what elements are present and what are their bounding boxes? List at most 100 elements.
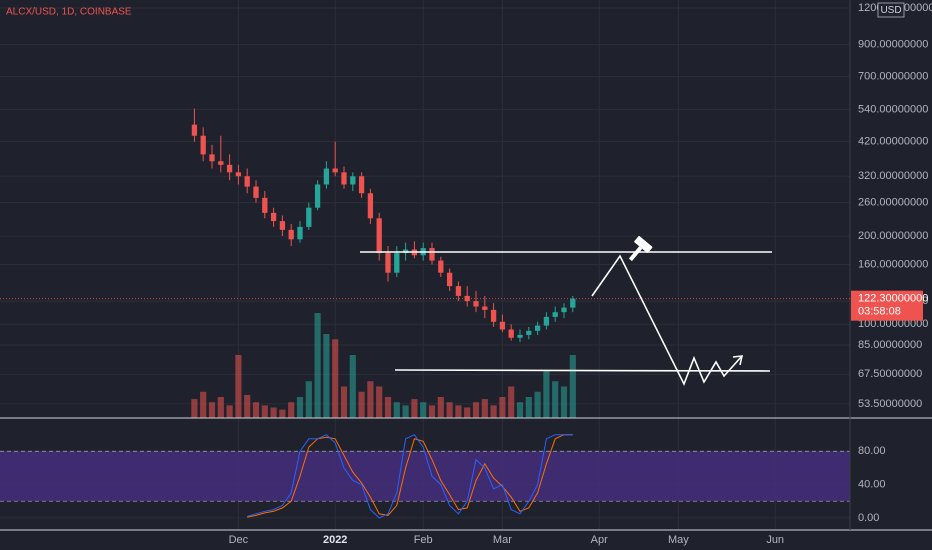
volume-bar: [191, 399, 198, 418]
volume-bar: [208, 402, 216, 418]
y-tick-label: 67.50000000: [858, 368, 922, 380]
volume-bar: [525, 397, 532, 418]
candle-body: [350, 176, 356, 185]
last-price-box: [851, 290, 923, 321]
candle-body: [517, 334, 523, 338]
volume-bar: [252, 402, 260, 418]
candle-body: [367, 193, 374, 219]
volume-bar: [428, 405, 436, 418]
volume-layer: [191, 313, 576, 418]
volume-bar: [217, 397, 224, 418]
volume-bar: [552, 381, 559, 418]
candle-body: [385, 253, 391, 273]
indicator-line-d: [247, 434, 573, 518]
candle-body: [191, 124, 198, 136]
volume-bar: [200, 391, 207, 418]
x-tick-label: Jun: [766, 534, 784, 546]
candle-body: [323, 168, 330, 185]
candle-body: [209, 154, 215, 162]
axis-layer: 1200.00000000900.00000000700.00000000540…: [229, 2, 932, 546]
y-tick-label: 320.00000000: [858, 170, 928, 182]
volume-bar: [235, 355, 242, 418]
candle-body: [552, 312, 558, 317]
candle-body: [376, 218, 382, 254]
candle-body: [446, 272, 453, 287]
volume-bar: [384, 397, 392, 418]
x-tick-label: Feb: [414, 534, 433, 546]
countdown-label: 03:58:08: [858, 306, 901, 318]
candle-body: [473, 301, 479, 307]
projection-path: [591, 254, 743, 386]
x-tick-label: Dec: [229, 534, 249, 546]
volume-bar: [481, 399, 488, 418]
volume-bar: [323, 334, 330, 418]
candle-body: [270, 212, 277, 222]
volume-bar: [560, 386, 568, 418]
y-tick-label: 160.00000000: [858, 258, 928, 270]
volume-bar: [270, 407, 277, 418]
x-tick-label: Mar: [493, 534, 512, 546]
volume-bar: [349, 355, 356, 418]
gavel-handle: [628, 246, 643, 262]
drawings: [360, 251, 772, 386]
volume-bar: [516, 402, 524, 418]
volume-bar: [490, 405, 497, 418]
y-tick-label: 100.00000000: [858, 318, 928, 330]
candle-body: [358, 176, 365, 194]
volume-bar: [464, 407, 471, 418]
y-tick-label: 900.00000000: [858, 39, 928, 51]
volume-bar: [376, 386, 383, 418]
volume-bar: [332, 339, 339, 418]
volume-bar: [402, 405, 409, 418]
volume-bar: [305, 381, 312, 418]
candle-body: [482, 306, 488, 310]
candle-body: [561, 307, 567, 313]
candle-body: [262, 197, 268, 213]
volume-bar: [358, 391, 365, 418]
volume-bar: [420, 402, 427, 418]
volume-bar: [288, 402, 295, 418]
candle-body: [288, 229, 294, 240]
candle-body: [570, 298, 576, 308]
y-tick-label: 700.00000000: [858, 71, 928, 83]
volume-bar: [393, 402, 400, 418]
y-tick-label: 420.00000000: [858, 136, 928, 148]
volume-bar: [446, 402, 453, 418]
candle-body: [218, 161, 224, 165]
x-tick-label: 2022: [323, 534, 347, 546]
last-price-label: 122.30000000: [858, 293, 928, 305]
candle-body: [490, 309, 497, 322]
gavel-head: [634, 236, 653, 253]
volume-bar: [543, 370, 550, 418]
volume-bar: [314, 313, 321, 418]
volume-bar: [279, 409, 286, 418]
volume-bar: [534, 391, 541, 418]
gavel-icon: [628, 236, 653, 262]
candle-body: [244, 176, 250, 187]
volume-bar: [569, 355, 576, 418]
volume-bar: [411, 399, 418, 418]
candle-body: [394, 253, 400, 273]
candle-body: [508, 329, 514, 338]
candle-body: [200, 135, 206, 155]
indicator-band: [0, 451, 850, 502]
candle-body: [332, 168, 338, 173]
candle-body: [297, 226, 303, 240]
indicator-layer: [0, 434, 850, 519]
currency-box: [877, 2, 905, 18]
candle-body: [499, 321, 506, 330]
x-tick-label: May: [668, 534, 689, 546]
candle-body: [341, 172, 347, 185]
volume-bar: [244, 394, 251, 418]
volume-bar: [455, 405, 462, 418]
y-tick-label: 200.00000000: [858, 230, 928, 242]
volume-bar: [472, 402, 480, 418]
candle-body: [534, 325, 541, 331]
candle-body: [235, 172, 242, 177]
volume-bar: [499, 397, 506, 418]
support-line: [394, 369, 771, 372]
candle-body: [253, 186, 259, 198]
volume-bar: [261, 405, 268, 418]
